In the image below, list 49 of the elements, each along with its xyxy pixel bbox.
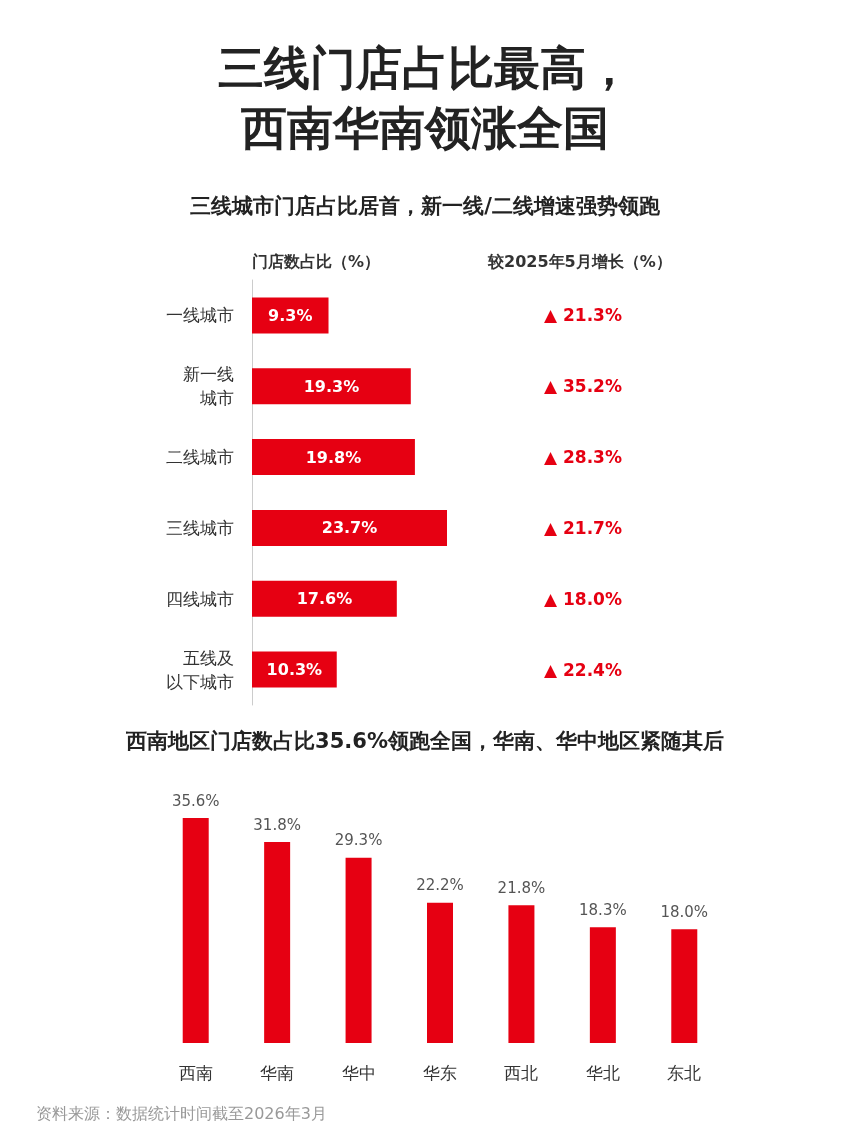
bar	[264, 842, 291, 1043]
bar	[671, 929, 698, 1043]
text: ▲ 21.3%	[544, 305, 622, 326]
data-label: 22.2%	[416, 876, 464, 895]
data-label: 10.3%	[266, 660, 323, 680]
data-label: 18.0%	[660, 902, 709, 921]
bar	[427, 902, 453, 1043]
x-tick-label: 华东	[423, 1063, 457, 1083]
chart-title: 三线门店占比最高，西南华南领涨全国	[217, 40, 633, 157]
bar	[345, 857, 372, 1043]
text: ▲ 21.7%	[544, 517, 622, 538]
data-label: 19.8%	[305, 447, 362, 467]
text: ▲ 22.4%	[544, 659, 622, 680]
data-label: 9.3%	[268, 305, 313, 325]
data-label: 23.7%	[321, 518, 378, 538]
bar	[252, 368, 411, 405]
x-tick-label: 华北	[585, 1063, 620, 1083]
bar	[182, 818, 209, 1043]
y-tick-label: 四线城市	[166, 588, 234, 609]
y-tick-label: 二线城市	[166, 447, 234, 468]
data-label: 31.8%	[253, 815, 301, 834]
data-label: 21.8%	[497, 878, 546, 897]
data-label: 19.3%	[303, 376, 360, 396]
x-tick-label: 华中	[341, 1063, 376, 1083]
y-tick-label: 新一线城市	[183, 364, 234, 409]
y-tick-label: 一线城市	[166, 305, 234, 326]
bar	[252, 509, 447, 546]
chart-subtitle: 三线城市门店占比居首，新一线/二线增速强势领跑	[189, 193, 661, 220]
text: ▲ 28.3%	[544, 447, 622, 468]
data-label: 17.6%	[296, 589, 353, 609]
text: ▲ 35.2%	[544, 376, 622, 397]
y-tick-label: 五线及以下城市	[166, 647, 234, 692]
x-tick-label: 西南	[178, 1063, 213, 1083]
x-tick-label: 东北	[667, 1063, 702, 1083]
bar	[508, 905, 535, 1043]
bar	[252, 439, 415, 476]
y-tick-label: 三线城市	[166, 517, 234, 538]
chart-title: 西南地区门店数占比35.6%领跑全国，华南、华中地区紧随其后	[125, 728, 724, 753]
text: ▲ 18.0%	[544, 588, 622, 609]
data-label: 35.6%	[171, 791, 220, 810]
text: 资料来源：数据统计时间截至2026年3月	[36, 1103, 327, 1123]
text: 较2025年5月增长（%）	[487, 251, 672, 271]
data-label: 29.3%	[334, 831, 383, 850]
data-label: 18.3%	[579, 900, 627, 919]
x-tick-label: 华南	[260, 1063, 295, 1083]
bar	[589, 927, 616, 1043]
x-tick-label: 西北	[504, 1063, 539, 1083]
x-axis-title: 门店数占比（%）	[252, 251, 381, 271]
bar	[252, 580, 397, 617]
